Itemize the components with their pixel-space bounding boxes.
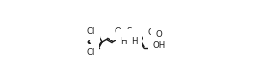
Text: O: O xyxy=(155,30,162,39)
Text: Cl: Cl xyxy=(147,27,155,37)
Text: H: H xyxy=(120,37,126,46)
Text: S: S xyxy=(126,27,131,36)
Text: O: O xyxy=(114,27,121,36)
Text: N: N xyxy=(120,33,126,42)
Text: H: H xyxy=(131,37,137,46)
Text: Cl: Cl xyxy=(87,27,95,36)
Text: N: N xyxy=(131,33,137,42)
Text: OH: OH xyxy=(152,41,165,50)
Text: Cl: Cl xyxy=(86,48,94,57)
